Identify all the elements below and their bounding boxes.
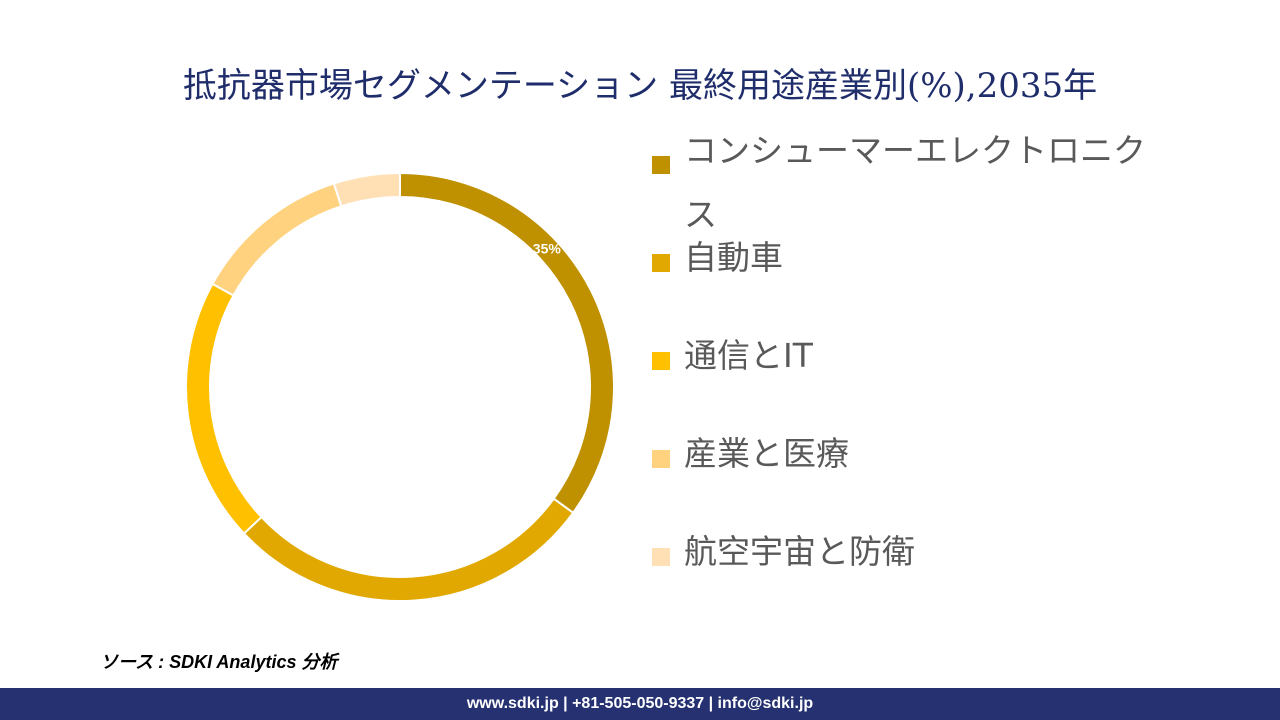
donut-segment bbox=[185, 282, 263, 535]
legend-item: 通信とIT bbox=[652, 336, 1164, 388]
legend-swatch bbox=[652, 156, 670, 174]
donut-segment bbox=[399, 171, 615, 515]
legend-swatch bbox=[652, 450, 670, 468]
data-label: 35% bbox=[533, 240, 562, 256]
legend-label: 産業と医療 bbox=[684, 434, 849, 473]
legend-label: 自動車 bbox=[684, 238, 783, 277]
legend-item: コンシューマーエレクトロニクス bbox=[652, 131, 1164, 247]
donut-segment bbox=[332, 171, 401, 208]
legend-swatch bbox=[652, 352, 670, 370]
footer-contact: www.sdki.jp | +81-505-050-9337 | info@sd… bbox=[0, 688, 1280, 720]
legend-label: 航空宇宙と防衛 bbox=[684, 532, 915, 571]
legend-item: 航空宇宙と防衛 bbox=[652, 532, 1164, 584]
legend-swatch bbox=[652, 548, 670, 566]
donut-segment bbox=[242, 497, 575, 602]
legend-swatch bbox=[652, 254, 670, 272]
source-note: ソース : SDKI Analytics 分析 bbox=[100, 652, 338, 672]
legend-item: 自動車 bbox=[652, 238, 1164, 290]
legend-label: コンシューマーエレクトロニクス bbox=[684, 131, 1146, 234]
chart-title: 抵抗器市場セグメンテーション 最終用途産業別(%),2035年 bbox=[182, 66, 1098, 106]
donut-segment bbox=[211, 182, 343, 297]
legend-label: 通信とIT bbox=[684, 336, 813, 375]
legend-item: 産業と医療 bbox=[652, 434, 1164, 486]
